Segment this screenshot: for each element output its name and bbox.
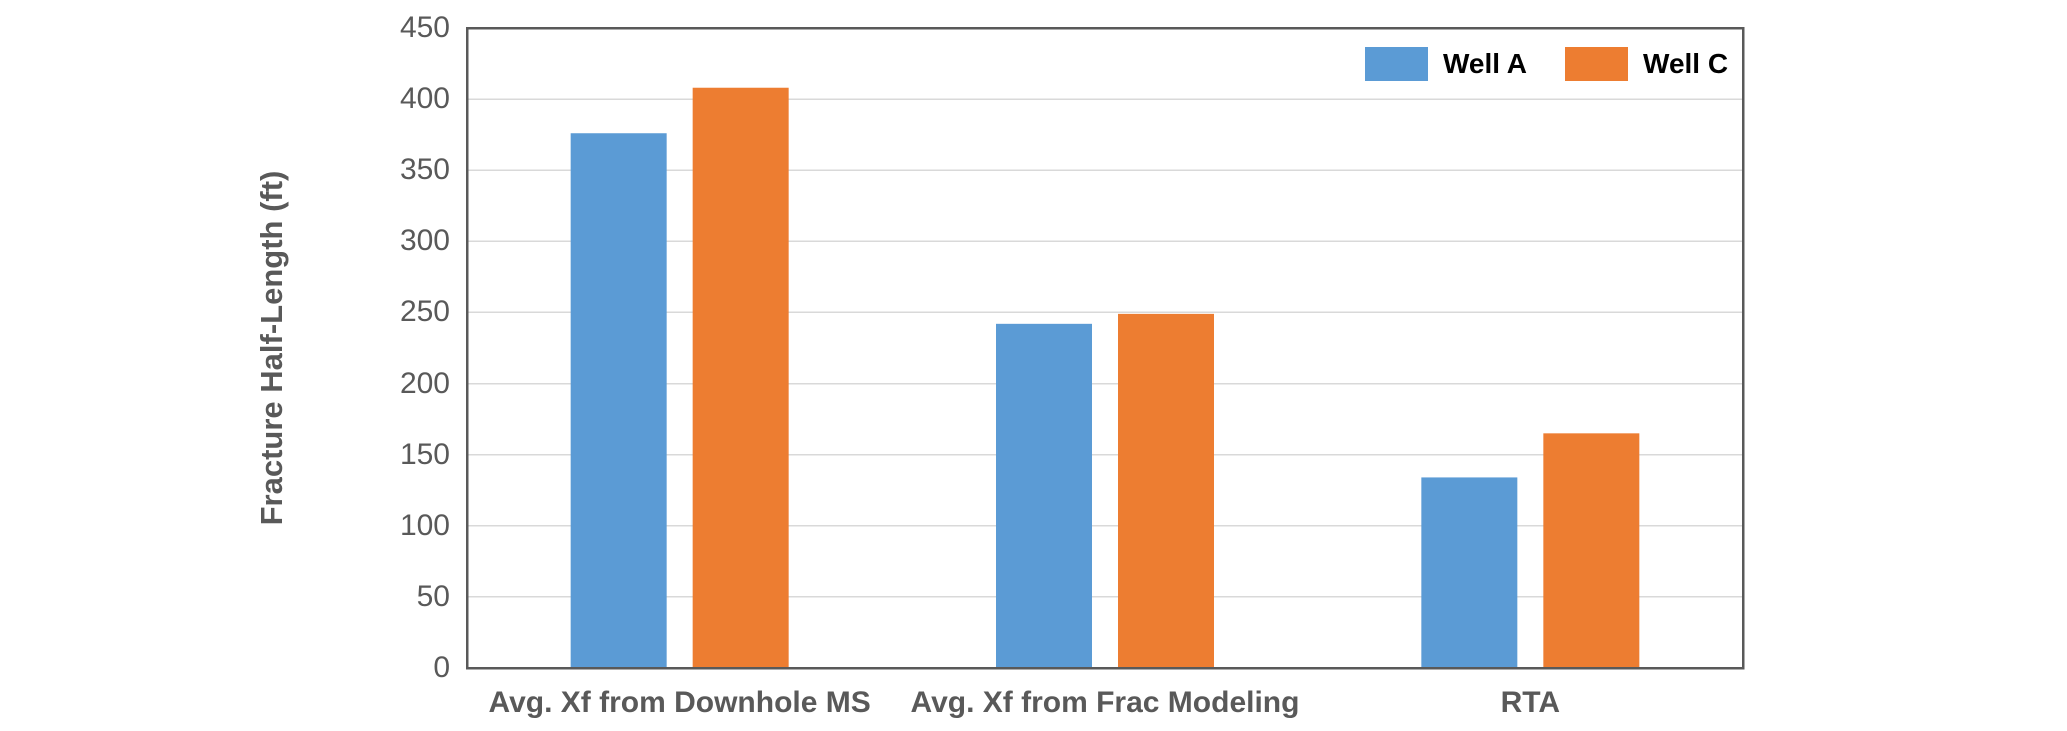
legend-swatch-well-c (1565, 47, 1629, 81)
y-tick-label: 400 (399, 82, 450, 116)
legend-item-well-c: Well C (1565, 47, 1728, 81)
y-tick-label: 250 (399, 295, 450, 329)
category-label-downhole-ms: Avg. Xf from Downhole MS (488, 686, 871, 719)
legend-label-well-a: Well A (1443, 48, 1528, 79)
plot-border (465, 26, 1745, 670)
y-tick-label: 200 (399, 366, 450, 400)
legend-label-well-c: Well C (1643, 48, 1729, 79)
bar-well-c-cat2 (1543, 433, 1640, 668)
y-tick-label: 150 (399, 437, 450, 471)
bar-well-c-cat1 (1118, 313, 1214, 668)
bar-well-a-cat1 (996, 323, 1092, 668)
legend-swatch-well-a (1365, 47, 1428, 81)
legend-item-well-a: Well A (1365, 47, 1527, 81)
y-tick-label: 50 (416, 579, 450, 613)
y-tick-label: 300 (399, 224, 450, 258)
bar-well-c-cat0 (692, 87, 789, 668)
legend: Well A Well C (1365, 47, 1728, 81)
bar-well-a-cat0 (570, 133, 667, 668)
y-tick-label: 350 (399, 153, 450, 187)
y-axis-title: Fracture Half-Length (ft) (254, 170, 289, 526)
y-tick-label: 100 (399, 508, 450, 542)
category-label-frac-modeling: Avg. Xf from Frac Modeling (910, 686, 1300, 719)
category-label-rta: RTA (1500, 686, 1561, 719)
y-tick-label: 0 (433, 651, 450, 684)
bar-well-a-cat2 (1421, 477, 1518, 668)
y-tick-label: 450 (399, 11, 450, 44)
